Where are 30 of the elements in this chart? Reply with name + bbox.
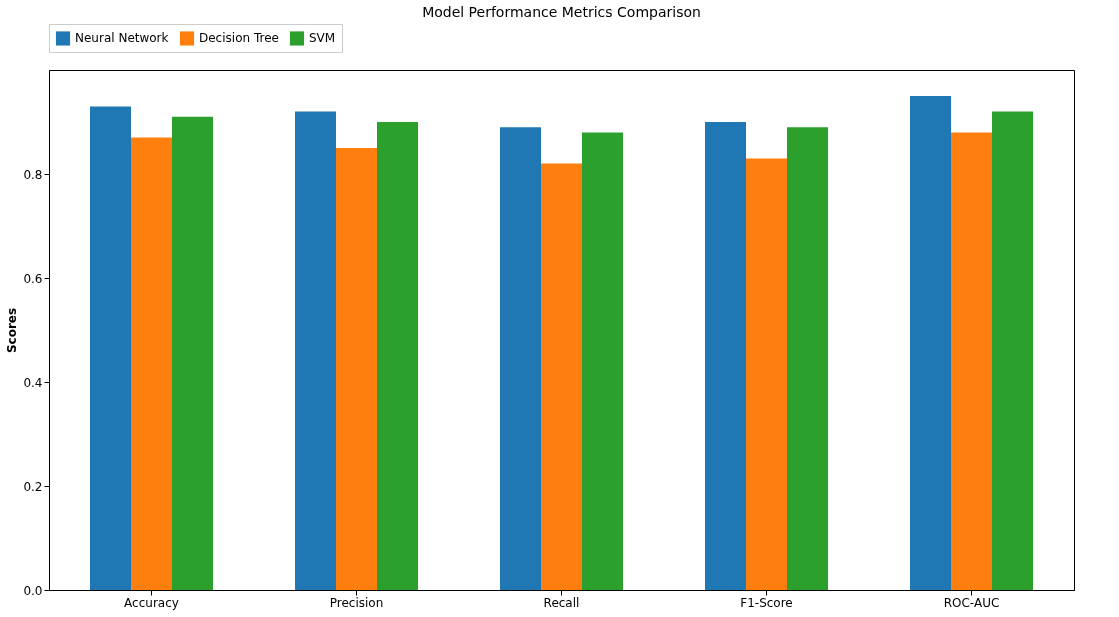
x-tick-label: Accuracy	[124, 595, 179, 610]
chart-title: Model Performance Metrics Comparison	[422, 3, 701, 20]
bar	[951, 132, 992, 590]
bar	[746, 158, 787, 590]
x-tick-label: F1-Score	[740, 595, 793, 610]
y-axis-title: Scores	[5, 307, 20, 354]
bar	[336, 148, 377, 590]
x-tick-label: ROC-AUC	[943, 595, 1000, 610]
bar	[910, 96, 951, 590]
bar	[500, 127, 541, 590]
y-tick-label: 0.2	[23, 479, 43, 494]
legend-label: Decision Tree	[199, 31, 279, 46]
legend-label: SVM	[309, 31, 336, 46]
y-tick-label: 0.4	[23, 375, 43, 390]
bar	[992, 111, 1033, 590]
x-tick-label: Precision	[329, 595, 384, 610]
bar	[295, 111, 336, 590]
legend-label: Neural Network	[75, 31, 169, 46]
bar	[787, 127, 828, 590]
y-tick-label: 0.0	[23, 583, 43, 598]
bar	[541, 163, 582, 590]
bar	[582, 132, 623, 590]
y-tick-label: 0.8	[23, 167, 43, 182]
bar	[172, 116, 213, 590]
bar	[131, 137, 172, 590]
bar	[377, 122, 418, 590]
bar	[90, 106, 131, 590]
y-tick-label: 0.6	[23, 271, 43, 286]
x-tick-label: Recall	[543, 595, 580, 610]
bar	[705, 122, 746, 590]
